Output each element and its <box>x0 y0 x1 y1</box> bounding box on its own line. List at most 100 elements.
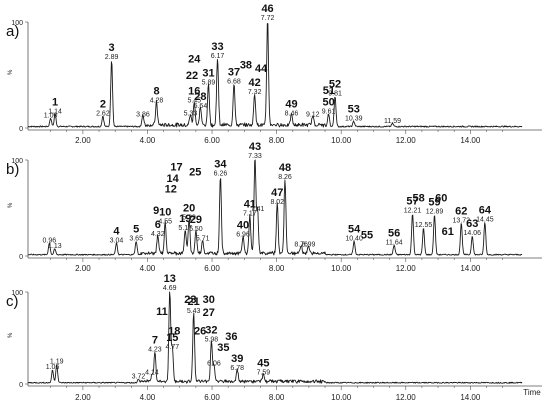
peak-rt-label-3-1: 1.19 <box>50 359 64 366</box>
peak-rt-label-2-25: 14.06 <box>464 230 482 237</box>
panel-label-3: c) <box>6 293 19 310</box>
peak-number-2-24: 62 <box>455 205 467 217</box>
peak-rt-label-1-0: 1.00 <box>44 113 58 120</box>
peak-number-2-21: 57 <box>406 196 418 208</box>
x-tick-label-3-3: 8.00 <box>269 393 285 402</box>
peak-rt-label-3-11: 7.59 <box>257 370 271 377</box>
x-tick-label-3-6: 14.00 <box>460 393 481 402</box>
peak-number-1-16: 50 <box>322 96 334 108</box>
peak-rt-label-2-13: 7.33 <box>248 153 262 160</box>
peak-number-1-10: 33 <box>211 41 223 53</box>
peak-number-2-5: 10 <box>159 206 171 218</box>
peak-number-extra-2-8: 61 <box>442 226 454 238</box>
peak-rt-label-3-8: 5.98 <box>205 337 219 344</box>
peak-number-3-6: 15 <box>166 332 178 344</box>
peak-number-extra-1-0: 24 <box>188 53 201 65</box>
peak-rt-label-2-0: 0.96 <box>42 237 56 244</box>
peak-rt-label-2-9: 5.71 <box>196 236 210 243</box>
x-tick-label-1-4: 10.00 <box>331 136 352 145</box>
peak-rt-label-1-8: 5.64 <box>194 103 208 110</box>
peak-rt-label-3-0: 1.06 <box>46 364 60 371</box>
peak-rt-label-1-18: 10.39 <box>345 116 363 123</box>
peak-number-1-13: 46 <box>261 3 273 15</box>
peak-rt-label-3-9: 6.06 <box>207 360 221 367</box>
peak-rt-label-2-24: 13.72 <box>453 217 471 224</box>
peak-rt-label-1-16: 9.61 <box>322 108 336 115</box>
peak-number-extra-1-3: 44 <box>255 63 268 75</box>
y-tick-label-bottom-3: 0 <box>19 382 23 389</box>
peak-rt-label-1-6: 5.33 <box>184 110 198 117</box>
peak-number-1-11: 37 <box>228 67 240 79</box>
x-tick-label-1-3: 8.00 <box>269 136 285 145</box>
peak-number-extra-3-3: 30 <box>203 294 215 306</box>
peak-number-3-4: 7 <box>152 335 158 347</box>
peak-rt-label-2-22: 12.55 <box>415 222 433 229</box>
peak-number-1-12: 42 <box>249 77 261 89</box>
peak-rt-label-2-18: 8.99 <box>302 241 316 248</box>
peak-number-3-5: 13 <box>164 273 176 285</box>
chromatogram-trace-3 <box>27 291 523 384</box>
peak-number-1-18: 53 <box>348 104 360 116</box>
peak-number-2-26: 64 <box>479 204 492 216</box>
peak-number-1-9: 31 <box>202 68 214 80</box>
peak-rt-label-1-1: 1.14 <box>48 108 62 115</box>
x-tick-label-2-6: 14.00 <box>460 264 481 273</box>
peak-number-1-14: 49 <box>285 98 297 110</box>
x-tick-label-3-2: 6.00 <box>204 393 220 402</box>
peak-rt-label-2-1: 1.13 <box>48 243 62 250</box>
peak-rt-label-2-11: 6.96 <box>236 232 250 239</box>
peak-number-extra-3-6: 36 <box>225 331 237 343</box>
y-axis-title-3: % <box>8 332 14 338</box>
peak-number-extra-3-5: 26 <box>194 325 206 337</box>
peak-number-extra-2-2: 12 <box>165 184 177 196</box>
peak-rt-label-1-7: 5.45 <box>187 98 201 105</box>
peak-rt-label-2-19: 10.40 <box>345 236 363 243</box>
peak-number-1-5: 8 <box>153 86 159 98</box>
peak-number-2-11: 40 <box>237 220 249 232</box>
peak-rt-label-1-13: 7.72 <box>261 15 275 22</box>
peak-rt-label-3-3: 4.14 <box>145 370 159 377</box>
x-tick-label-1-0: 2.00 <box>75 136 91 145</box>
peak-number-2-25: 63 <box>466 218 478 230</box>
peak-rt-label-2-3: 3.65 <box>129 236 143 243</box>
peak-number-2-4: 6 <box>155 219 161 231</box>
peak-rt-label-2-17: 8.76 <box>294 241 308 248</box>
peak-rt-label-1-15: 9.12 <box>306 111 320 118</box>
peak-number-2-3: 5 <box>133 224 139 236</box>
y-tick-label-bottom-1: 0 <box>19 126 23 133</box>
peak-rt-label-1-10: 6.17 <box>211 53 225 60</box>
peak-rt-label-3-2: 3.72 <box>132 373 146 380</box>
peak-number-extra-2-0: 17 <box>170 162 182 174</box>
x-tick-label-1-5: 12.00 <box>396 136 417 145</box>
peak-number-3-10: 39 <box>231 353 243 365</box>
peak-rt-label-1-2: 2.62 <box>96 110 110 117</box>
peak-rt-label-2-23: 12.89 <box>426 209 444 216</box>
peak-number-extra-2-7: 60 <box>435 192 447 204</box>
peak-number-2-15: 47 <box>271 187 283 199</box>
peak-rt-label-1-19: 11.59 <box>384 118 401 125</box>
peak-number-extra-2-6: 58 <box>413 192 425 204</box>
x-tick-label-3-1: 4.00 <box>140 393 156 402</box>
peak-number-extra-3-0: 11 <box>156 306 168 318</box>
peak-number-extra-3-1: 18 <box>168 325 180 337</box>
peak-number-3-11: 45 <box>257 358 269 370</box>
x-tick-label-3-4: 10.00 <box>331 393 352 402</box>
peak-number-extra-3-2: 23 <box>184 294 196 306</box>
peak-number-extra-3-7: 35 <box>217 342 229 354</box>
peak-number-2-2: 4 <box>113 225 120 237</box>
x-tick-label-2-3: 8.00 <box>269 264 285 273</box>
peak-number-3-8: 32 <box>205 325 217 337</box>
chromatogram-trace-2 <box>27 159 523 256</box>
peak-rt-label-2-20: 11.64 <box>386 239 403 246</box>
peak-number-1-17: 52 <box>329 78 341 90</box>
x-tick-label-2-2: 6.00 <box>204 264 220 273</box>
y-tick-label-bottom-2: 0 <box>19 254 23 261</box>
peak-rt-label-1-12: 7.32 <box>248 89 262 96</box>
peak-number-2-19: 54 <box>348 224 361 236</box>
peak-rt-label-1-14: 8.46 <box>285 110 299 117</box>
peak-rt-label-2-2: 3.04 <box>110 237 124 244</box>
x-tick-label-1-2: 6.00 <box>204 136 220 145</box>
peak-number-1-2: 2 <box>100 98 106 110</box>
x-axis-title: Time <box>523 388 541 397</box>
